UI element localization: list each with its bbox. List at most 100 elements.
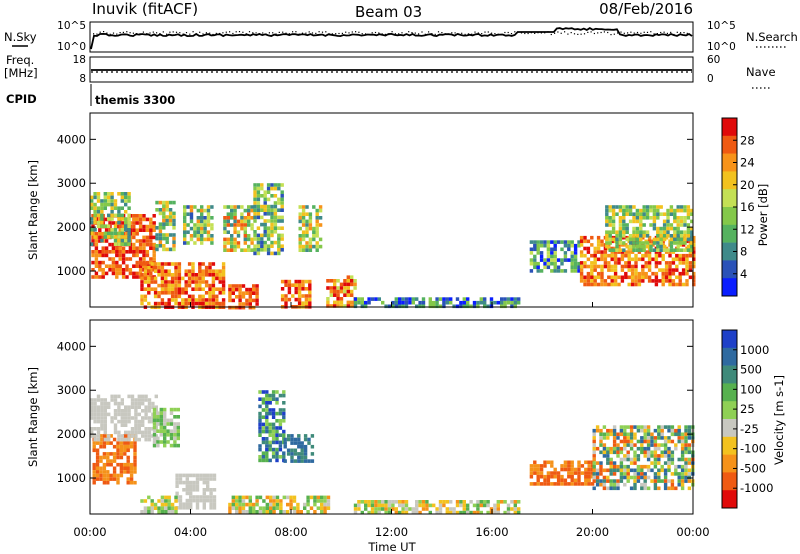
nsearch-dot bbox=[431, 33, 433, 35]
heatmap-cell bbox=[174, 287, 178, 291]
heatmap-cell bbox=[126, 480, 130, 485]
heatmap-cell bbox=[240, 248, 244, 252]
heatmap-cell bbox=[261, 437, 266, 441]
heatmap-cell bbox=[623, 468, 627, 473]
heatmap-cell bbox=[223, 223, 227, 227]
heatmap-cell bbox=[256, 190, 261, 194]
heatmap-cell bbox=[617, 261, 621, 265]
heatmap-cell bbox=[248, 502, 252, 507]
heatmap-cell bbox=[252, 291, 256, 295]
heatmap-cell bbox=[686, 230, 691, 234]
heatmap-cell bbox=[493, 503, 497, 508]
heatmap-cell bbox=[265, 393, 269, 398]
nsearch-dot bbox=[418, 33, 420, 35]
heatmap-cell bbox=[124, 224, 128, 228]
heatmap-cell bbox=[134, 430, 138, 435]
heatmap-cell bbox=[634, 257, 638, 262]
heatmap-cell bbox=[160, 301, 165, 306]
heatmap-cell bbox=[364, 300, 368, 305]
heatmap-cell bbox=[152, 411, 157, 415]
heatmap-cell bbox=[608, 219, 612, 224]
heatmap-cell bbox=[394, 507, 398, 511]
heatmap-cell bbox=[96, 220, 101, 225]
heatmap-cell bbox=[563, 251, 568, 255]
nsearch-dot bbox=[139, 33, 141, 35]
nsearch-dot bbox=[348, 32, 350, 34]
heatmap-cell bbox=[204, 280, 209, 284]
heatmap-cell bbox=[120, 192, 124, 196]
heatmap-cell bbox=[255, 287, 259, 292]
heatmap-cell bbox=[401, 304, 405, 309]
heatmap-cell bbox=[627, 268, 631, 272]
heatmap-cell bbox=[124, 409, 128, 413]
heatmap-cell bbox=[140, 283, 144, 288]
heatmap-cell bbox=[316, 499, 320, 503]
heatmap-cell bbox=[168, 208, 173, 212]
heatmap-cell bbox=[622, 230, 626, 234]
heatmap-cell bbox=[268, 426, 272, 430]
heatmap-cell bbox=[265, 411, 269, 416]
heatmap-cell bbox=[282, 411, 286, 416]
heatmap-cell bbox=[189, 205, 194, 209]
heatmap-cell bbox=[583, 264, 587, 269]
heatmap-cell bbox=[286, 495, 290, 500]
heatmap-cell bbox=[103, 401, 107, 406]
heatmap-cell bbox=[253, 190, 257, 194]
heatmap-cell bbox=[163, 436, 167, 441]
heatmap-cell bbox=[176, 422, 180, 426]
heatmap-cell bbox=[661, 257, 665, 262]
heatmap-cell bbox=[300, 459, 304, 463]
heatmap-cell bbox=[203, 208, 207, 213]
nsearch-dot bbox=[617, 32, 619, 34]
heatmap-cell bbox=[230, 212, 234, 216]
freq-tick-bottom: 8 bbox=[79, 73, 86, 85]
heatmap-cell bbox=[681, 271, 686, 276]
nsearch-dot bbox=[607, 31, 609, 34]
heatmap-cell bbox=[666, 226, 670, 231]
nsearch-dot bbox=[408, 31, 410, 33]
heatmap-cell bbox=[632, 248, 636, 252]
heatmap-cell bbox=[206, 488, 210, 492]
heatmap-cell bbox=[624, 271, 628, 276]
heatmap-cell bbox=[192, 498, 196, 503]
heatmap-cell bbox=[605, 241, 609, 245]
heatmap-cell bbox=[539, 464, 544, 468]
heatmap-cell bbox=[271, 451, 276, 455]
nsearch-dot bbox=[272, 32, 274, 34]
heatmap-cell bbox=[667, 464, 671, 469]
heatmap-cell bbox=[676, 219, 680, 224]
x-tick-label: 00:00 bbox=[73, 525, 106, 539]
heatmap-cell bbox=[113, 238, 118, 243]
heatmap-cell bbox=[513, 500, 517, 504]
heatmap-cell bbox=[283, 437, 287, 442]
heatmap-cell bbox=[596, 250, 601, 254]
nsearch-dot bbox=[328, 33, 330, 35]
heatmap-cell bbox=[506, 507, 511, 511]
heatmap-cell bbox=[304, 294, 309, 298]
heatmap-cell bbox=[203, 237, 207, 242]
heatmap-cell bbox=[184, 269, 188, 273]
heatmap-cell bbox=[111, 242, 116, 247]
heatmap-cell bbox=[690, 230, 694, 234]
heatmap-cell bbox=[124, 437, 128, 442]
heatmap-cell bbox=[153, 280, 158, 284]
heatmap-cell bbox=[596, 264, 601, 269]
nave-tick-bottom: 0 bbox=[707, 73, 714, 85]
heatmap-cell bbox=[309, 506, 314, 510]
heatmap-cell bbox=[235, 284, 239, 288]
heatmap-cell bbox=[223, 205, 227, 209]
heatmap-cell bbox=[536, 269, 540, 273]
heatmap-cell bbox=[367, 297, 371, 301]
heatmap-cell bbox=[513, 300, 517, 305]
heatmap-cell bbox=[95, 473, 100, 478]
heatmap-cell bbox=[211, 287, 216, 291]
nsearch-dot bbox=[222, 32, 224, 34]
heatmap-cell bbox=[546, 261, 551, 266]
heatmap-cell bbox=[602, 446, 607, 451]
heatmap-cell bbox=[642, 212, 646, 216]
heatmap-cell bbox=[659, 205, 663, 209]
heatmap-cell bbox=[134, 405, 138, 409]
heatmap-cell bbox=[529, 247, 534, 252]
heatmap-cell bbox=[649, 223, 653, 227]
heatmap-cell bbox=[610, 250, 614, 254]
